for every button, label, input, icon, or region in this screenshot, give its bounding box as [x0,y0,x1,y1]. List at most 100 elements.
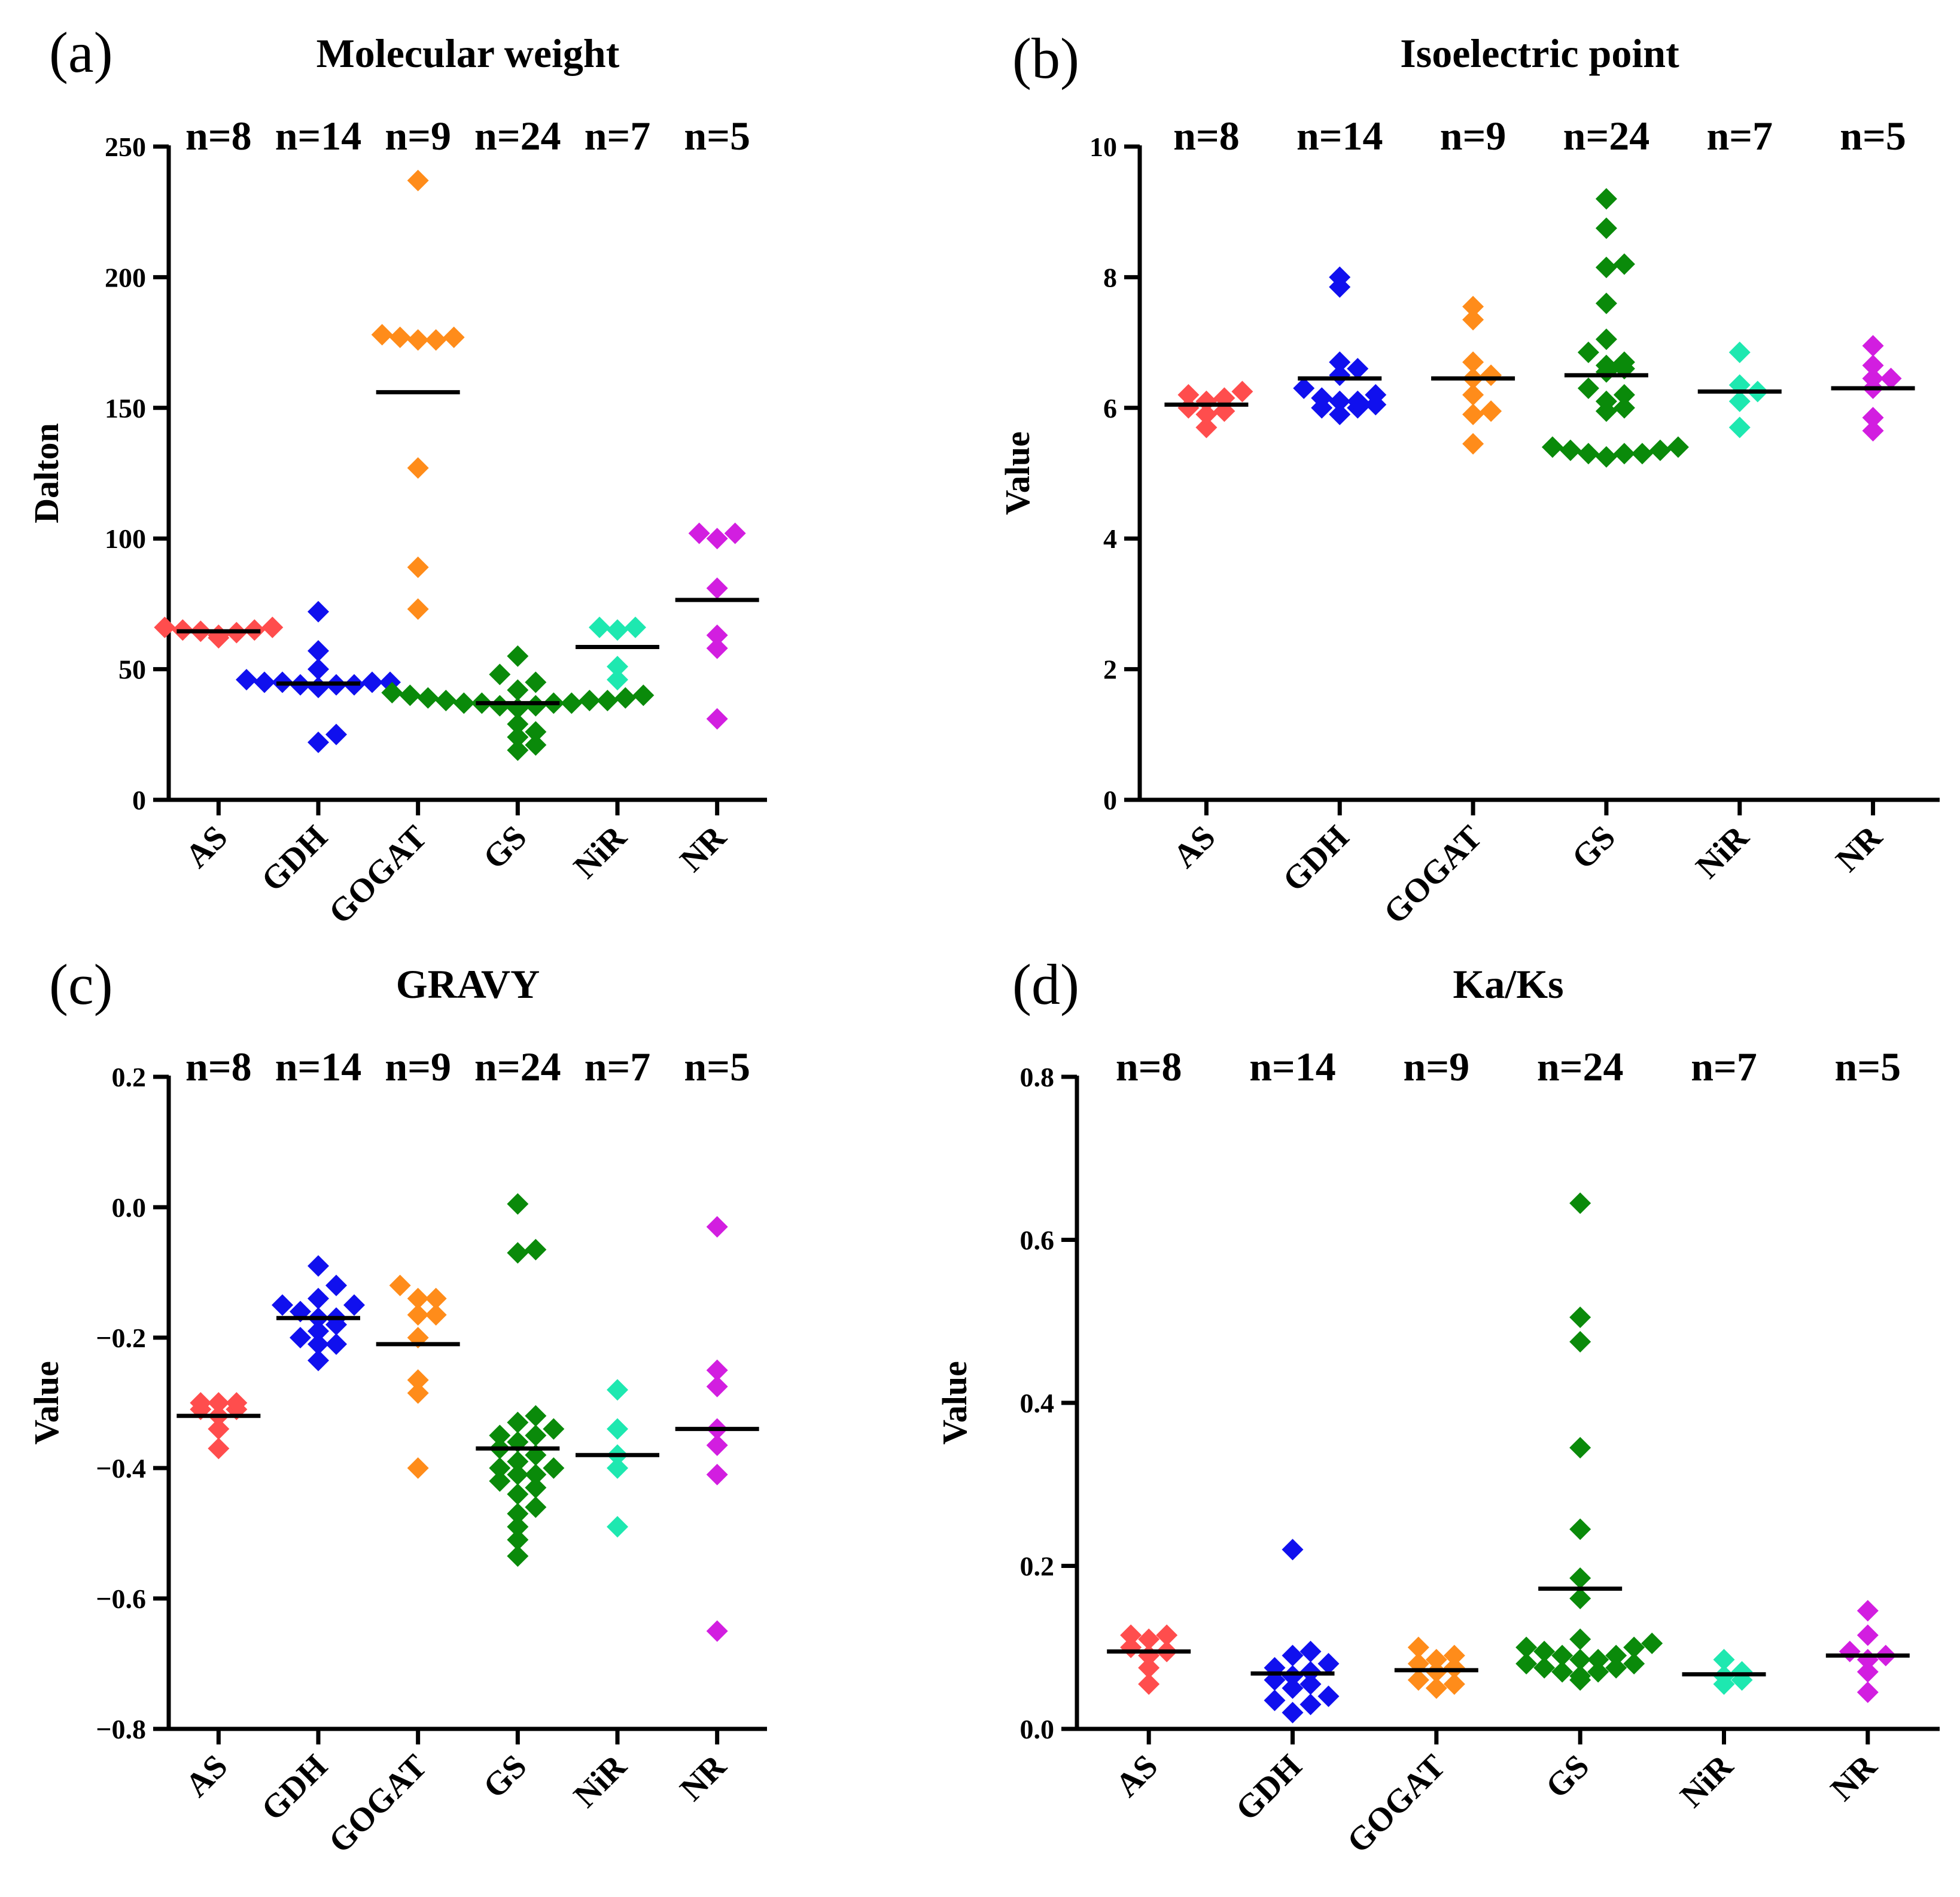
n-label: n=9 [1404,1044,1470,1089]
data-point [525,1238,547,1260]
data-point [1728,390,1751,412]
data-point [596,690,619,712]
data-point [325,723,347,745]
data-point [507,1503,529,1525]
data-point [1731,1661,1753,1683]
n-label: n=7 [585,1044,651,1089]
data-point [1480,400,1502,422]
n-label: n=7 [585,113,651,159]
data-point [1282,1677,1304,1699]
data-point [399,684,421,707]
data-point [1195,416,1218,439]
data-point [525,695,547,717]
panel-letter: (c) [49,952,113,1016]
category-label: NR [1824,1747,1884,1808]
data-point [1862,420,1884,442]
y-tick-label: 100 [105,523,146,554]
data-point [208,1418,230,1440]
category-label: NR [673,1747,734,1808]
data-point [1515,1636,1538,1658]
data-point [507,1411,529,1433]
data-point [1425,1677,1447,1699]
data-point [1605,1645,1627,1667]
data-point [1515,1653,1538,1674]
data-point [1569,1330,1591,1353]
chart-panel-2: (b) Isoelectric point n=8 n=14 n=9 n=24 n=7 n=5… [998,26,1940,931]
chart-title: GRAVY [396,961,540,1007]
data-point [1299,1694,1322,1716]
y-tick-label: 0 [1103,785,1117,815]
data-point [236,669,257,691]
data-point [1347,390,1369,412]
data-point [489,1424,511,1447]
data-point [308,1287,329,1310]
data-point [1541,436,1563,458]
data-point [1595,257,1617,279]
data-point [1856,1681,1879,1703]
panel-letter: (a) [49,20,113,84]
data-point [706,1434,728,1456]
category-label: NiR [567,818,634,885]
data-point [1587,1649,1609,1671]
data-point [208,1438,230,1460]
data-point [425,1287,447,1310]
data-point [361,671,383,693]
data-point [489,1470,511,1492]
data-point [507,1193,529,1215]
chart-panel-4: (d) Ka/Ks n=8 n=14 n=9 n=24 n=7 n=5 0.0 0.2 0.4 0.6… [935,952,1940,1861]
data-point [507,726,529,748]
n-label: n=5 [684,1044,750,1089]
n-label: n=8 [1116,1044,1182,1089]
data-point [1138,1657,1160,1679]
data-point [1577,443,1599,465]
data-point [1569,1649,1591,1671]
data-point [1577,377,1599,400]
data-point [1856,1661,1879,1683]
data-point [1641,1632,1663,1654]
category-label: AS [1166,818,1222,875]
data-point [1407,1636,1429,1658]
data-point [308,658,329,680]
data-point [389,1274,411,1296]
y-tick-label: 200 [105,262,146,293]
data-point [1569,1518,1591,1540]
data-point [1856,1600,1879,1622]
data-point [1120,1624,1142,1646]
data-point [308,1350,329,1372]
data-point [1862,407,1884,429]
data-point [381,681,403,704]
data-point [579,690,601,712]
data-point [607,1516,628,1538]
data-point [407,1457,429,1479]
data-point [1613,383,1635,406]
data-point [525,1496,547,1518]
data-point [325,1274,347,1296]
data-point [1569,1567,1591,1589]
y-tick-label: 0.6 [1020,1225,1055,1256]
data-point [1282,1665,1304,1687]
category-label: GOGAT [1340,1747,1453,1860]
data-point [1595,354,1617,376]
data-point [706,1463,728,1485]
n-label: n=14 [275,113,362,159]
data-point [1862,354,1884,376]
category-label: AS [178,1747,235,1804]
y-tick-label: 0 [132,785,146,815]
category-label: GDH [1276,818,1356,899]
data-point [1282,1701,1304,1724]
panel-letter: (b) [1012,26,1079,90]
data-point [1329,390,1351,412]
data-point [507,1528,529,1551]
data-point [226,1392,248,1414]
y-axis-title: Dalton [27,423,66,523]
data-point [724,522,746,544]
data-point [1613,443,1635,465]
data-point [1138,1673,1160,1695]
category-label: GOGAT [322,1747,434,1860]
y-tick-label: 2 [1103,654,1117,685]
data-point [1462,296,1484,318]
n-label: n=7 [1706,113,1773,159]
data-point [290,1327,311,1348]
y-tick-label: 150 [105,393,146,424]
